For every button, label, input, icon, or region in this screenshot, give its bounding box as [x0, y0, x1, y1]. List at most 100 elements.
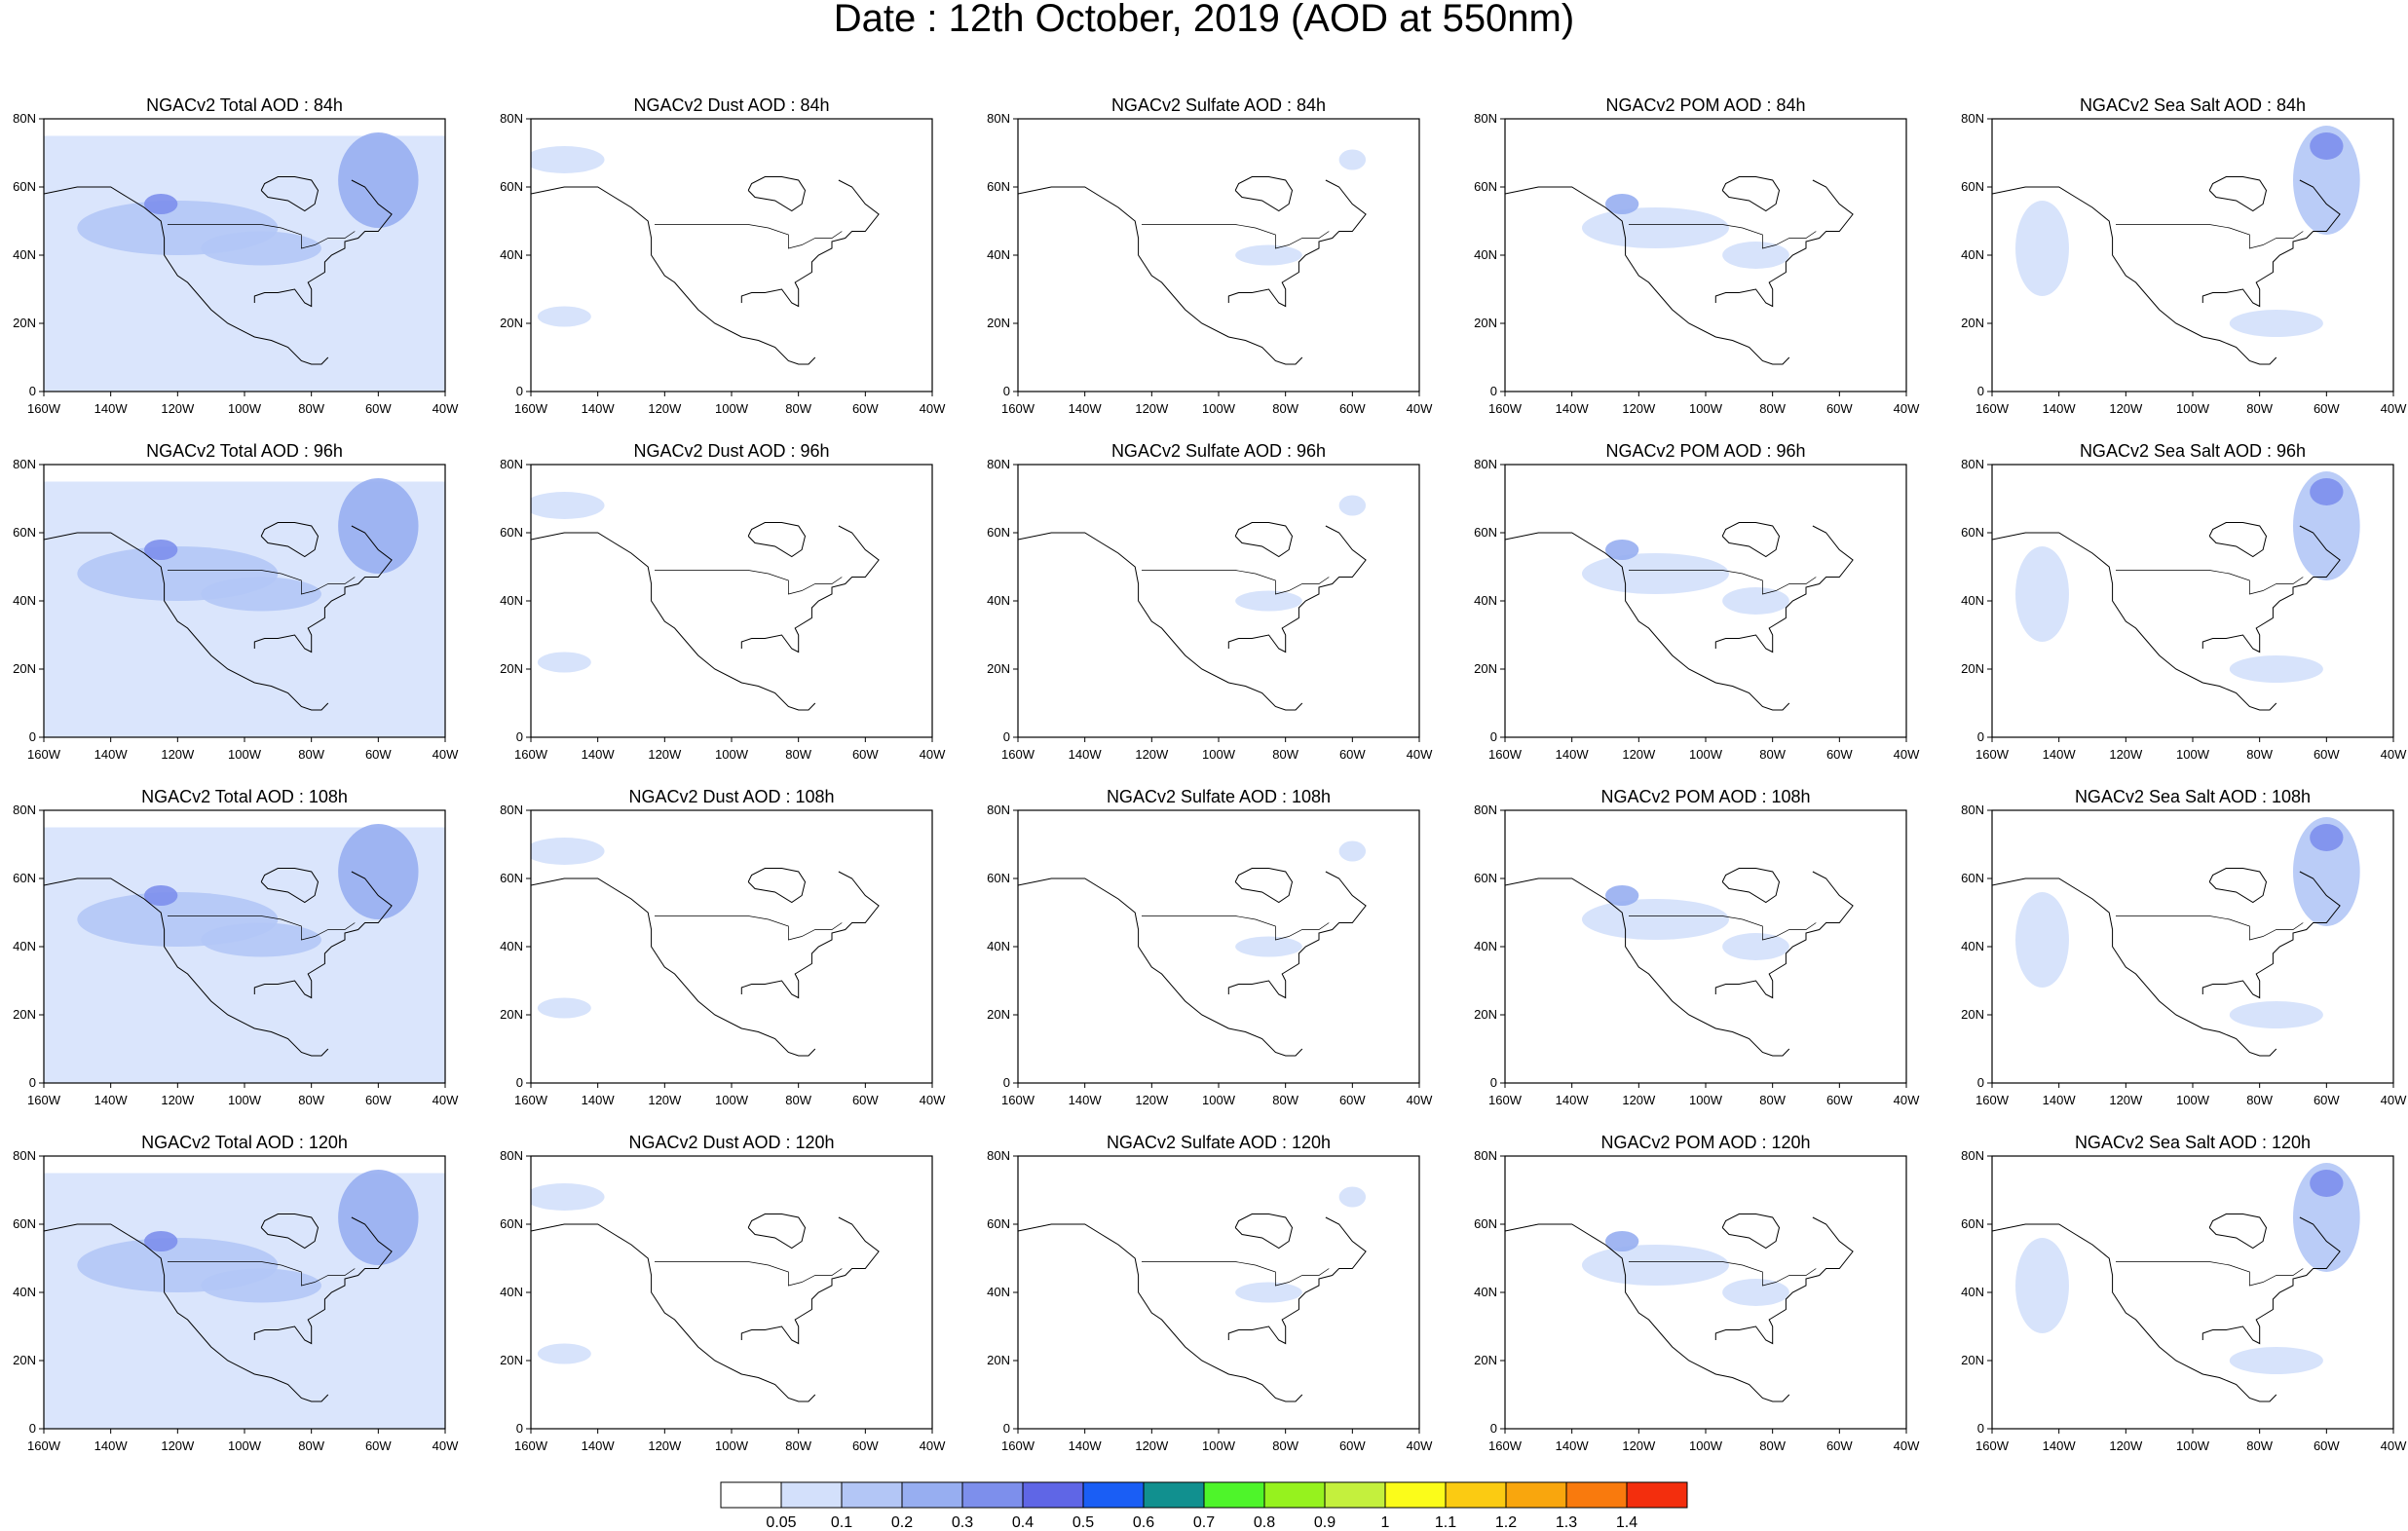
x-tick-label: 40W [433, 1438, 459, 1453]
aod-field [44, 119, 445, 392]
y-tick-label: 40N [987, 593, 1010, 608]
colorbar-swatch [1384, 1481, 1447, 1509]
x-tick-label: 140W [94, 401, 129, 416]
aod-shade [2310, 132, 2344, 160]
x-tick-label: 160W [1488, 1438, 1523, 1453]
y-tick-label: 20N [1961, 661, 1984, 676]
x-tick-label: 40W [920, 747, 946, 762]
coastline [1227, 179, 1367, 308]
x-tick-label: 60W [1339, 1438, 1366, 1453]
aod-field [1992, 810, 2393, 1083]
country-border [1142, 915, 1330, 941]
x-tick-label: 80W [298, 747, 324, 762]
y-tick-label: 80N [1961, 457, 1984, 471]
aod-shade [1338, 149, 1367, 170]
coastline [44, 1223, 329, 1402]
x-tick-label: 140W [2043, 401, 2077, 416]
aod-shade [2229, 1347, 2323, 1374]
x-tick-label: 60W [1826, 1438, 1853, 1453]
colorbar-swatch [1022, 1481, 1084, 1509]
colorbar-swatch [1324, 1481, 1386, 1509]
x-tick-label: 100W [228, 747, 262, 762]
aod-shade [2229, 1001, 2323, 1028]
aod-shade [1722, 242, 1789, 269]
x-tick-label: 100W [1202, 1438, 1236, 1453]
y-tick-label: 40N [13, 939, 36, 953]
y-tick-label: 0 [1977, 384, 1984, 398]
coastline [1992, 186, 2277, 365]
y-tick-label: 20N [500, 316, 523, 330]
x-tick-label: 160W [1975, 1438, 2010, 1453]
coastline [2201, 1216, 2341, 1345]
x-tick-label: 80W [1272, 1093, 1298, 1107]
x-tick-label: 100W [228, 1438, 262, 1453]
aod-shade [1235, 244, 1302, 266]
coastline [740, 1216, 880, 1345]
colorbar-swatch [961, 1481, 1024, 1509]
x-tick-label: 80W [1759, 1093, 1786, 1107]
aod-shade [144, 540, 178, 560]
x-tick-label: 60W [365, 401, 392, 416]
aod-shade [1235, 590, 1302, 612]
aod-shade [2229, 655, 2323, 683]
y-tick-label: 80N [500, 457, 523, 471]
x-tick-label: 140W [1069, 401, 1103, 416]
y-tick-label: 20N [13, 316, 36, 330]
aod-shade [1581, 899, 1730, 940]
x-tick-label: 80W [298, 1438, 324, 1453]
aod-shade [531, 146, 605, 173]
map-panel: NGACv2 POM AOD : 108h 160W 140W 120W 100W 80W… [1474, 787, 1920, 1107]
coastline [2208, 868, 2268, 904]
x-tick-label: 160W [1975, 747, 2010, 762]
x-tick-label: 40W [1407, 1093, 1433, 1107]
map-background [1505, 119, 1906, 392]
y-tick-label: 80N [13, 803, 36, 817]
map-background [1505, 810, 1906, 1083]
y-tick-label: 60N [1474, 871, 1497, 885]
y-tick-label: 0 [1003, 1075, 1010, 1090]
map-panel: NGACv2 Sulfate AOD : 120h 160W 140W 120W 100… [987, 1133, 1433, 1453]
y-tick-label: 80N [1961, 111, 1984, 126]
y-tick-label: 0 [1490, 1421, 1497, 1436]
aod-field [1992, 119, 2393, 392]
panel-title: NGACv2 POM AOD : 120h [1600, 1133, 1810, 1152]
coastline [531, 532, 816, 711]
map-panel: NGACv2 Total AOD : 108h 160W 140W 120W 100W 8… [13, 787, 459, 1107]
x-tick-label: 120W [2109, 1093, 2143, 1107]
aod-shade [2310, 1170, 2344, 1197]
coastline [1721, 868, 1781, 904]
coastline [740, 871, 880, 999]
map-panel: NGACv2 Total AOD : 120h 160W 140W 120W 100W 8… [13, 1133, 459, 1453]
x-tick-label: 120W [1622, 1093, 1656, 1107]
aod-shade [338, 478, 419, 574]
x-tick-label: 60W [1339, 747, 1366, 762]
map-panel: NGACv2 Dust AOD : 96h 160W 140W 120W 100W 80W… [500, 441, 946, 762]
coastline [1714, 525, 1854, 653]
x-tick-label: 40W [433, 401, 459, 416]
x-tick-label: 100W [1689, 1093, 1723, 1107]
aod-field [1992, 1156, 2393, 1429]
x-tick-label: 60W [852, 1438, 879, 1453]
aod-shade [1605, 540, 1639, 560]
x-tick-label: 120W [1622, 1438, 1656, 1453]
coastline [1018, 532, 1303, 711]
aod-shade [2015, 892, 2069, 988]
y-tick-label: 80N [1474, 1148, 1497, 1163]
coastline [253, 871, 393, 999]
country-border [655, 224, 843, 249]
figure-title: Date : 12th October, 2019 (AOD at 550nm) [834, 0, 1574, 40]
aod-shade [1581, 207, 1730, 248]
x-tick-label: 40W [920, 401, 946, 416]
map-panel: NGACv2 Dust AOD : 84h 160W 140W 120W 100W 80W… [500, 95, 946, 416]
coastline [253, 1216, 393, 1345]
y-tick-label: 40N [1961, 247, 1984, 262]
aod-shade [201, 922, 321, 957]
colorbar: 0.05 0.1 0.2 0.3 0.4 0.5 0.6 0.7 0.8 0.9 1 1.1 1.2 1.… [720, 1481, 1688, 1531]
x-tick-label: 120W [161, 401, 195, 416]
y-tick-label: 20N [1474, 661, 1497, 676]
colorbar-label: 0.9 [1314, 1514, 1336, 1531]
aod-shade [537, 306, 591, 327]
panel-title: NGACv2 POM AOD : 108h [1600, 787, 1810, 806]
y-tick-label: 60N [13, 179, 36, 194]
